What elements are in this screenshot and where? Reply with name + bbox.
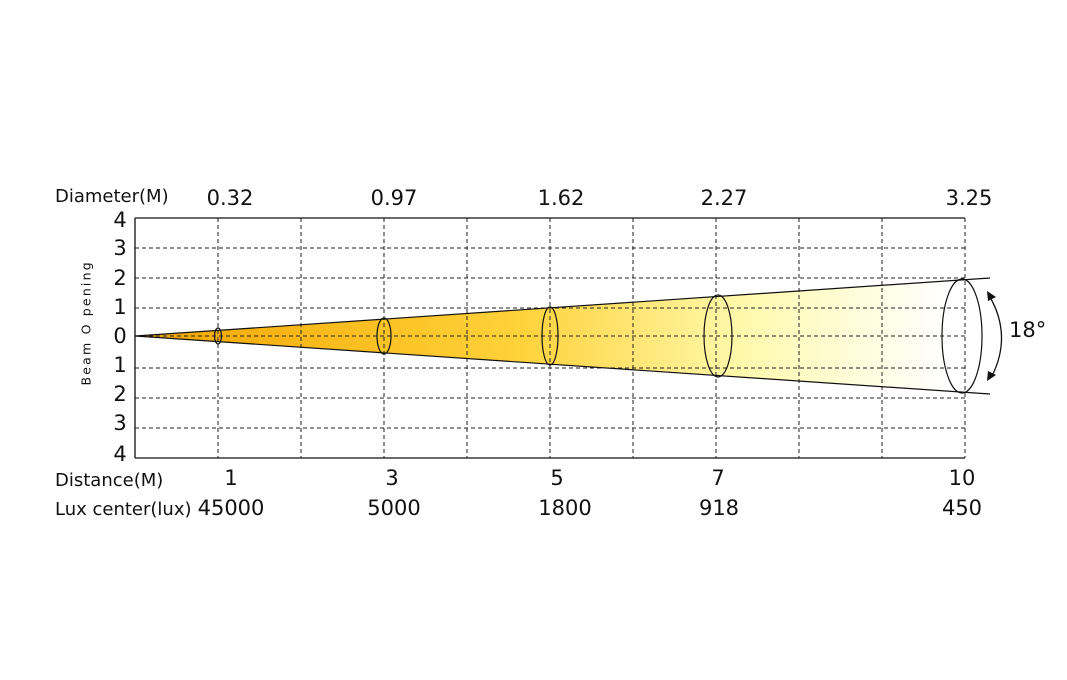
- distance-value: 7: [711, 466, 725, 490]
- y-tick: 3: [113, 236, 127, 260]
- distance-value: 3: [385, 466, 399, 490]
- diameter-value: 2.27: [700, 186, 748, 210]
- y-tick: 3: [113, 411, 127, 435]
- y-tick: 1: [113, 353, 127, 377]
- lux-value: 918: [698, 496, 740, 520]
- lux-row-label: Lux center(lux): [55, 499, 192, 520]
- beam-edge-top: [134, 277, 991, 337]
- beam-cross-section-ellipse: [213, 327, 223, 345]
- diameter-value: 0.32: [206, 186, 254, 210]
- angle-arc-arrow: [989, 296, 1003, 377]
- beam-cross-section-ellipse: [541, 306, 559, 366]
- y-tick: 1: [113, 295, 127, 319]
- diameter-value: 3.25: [945, 186, 993, 210]
- beam-cross-section-ellipse: [376, 317, 392, 355]
- lux-value: 450: [941, 496, 983, 520]
- distance-value: 5: [550, 466, 564, 490]
- angle-arrowhead-bottom: [987, 371, 996, 381]
- diameter-value: 0.97: [370, 186, 418, 210]
- lux-value: 1800: [538, 496, 592, 520]
- diameter-value: 1.62: [537, 186, 585, 210]
- y-tick: 2: [113, 382, 127, 406]
- lux-value: 45000: [197, 496, 265, 520]
- y-tick: 0: [113, 324, 127, 348]
- y-tick: 4: [113, 208, 127, 232]
- y-axis-label: Beam O pening: [78, 260, 94, 386]
- lux-value: 5000: [367, 496, 421, 520]
- beam-edge-bottom: [134, 335, 991, 395]
- beam-cross-section-ellipse: [703, 294, 733, 378]
- angle-arrowhead-top: [987, 291, 996, 301]
- distance-value: 10: [948, 466, 976, 490]
- grid-frame: [134, 217, 965, 459]
- distance-row-label: Distance(M): [55, 470, 164, 491]
- y-tick: 2: [113, 266, 127, 290]
- beam-angle-label: 18°: [1009, 318, 1047, 342]
- beam-cross-section-ellipse: [941, 278, 983, 394]
- distance-value: 1: [224, 466, 238, 490]
- diameter-row-label: Diameter(M): [55, 186, 169, 207]
- beam-cross-sections: [213, 278, 983, 394]
- y-tick: 4: [113, 442, 127, 466]
